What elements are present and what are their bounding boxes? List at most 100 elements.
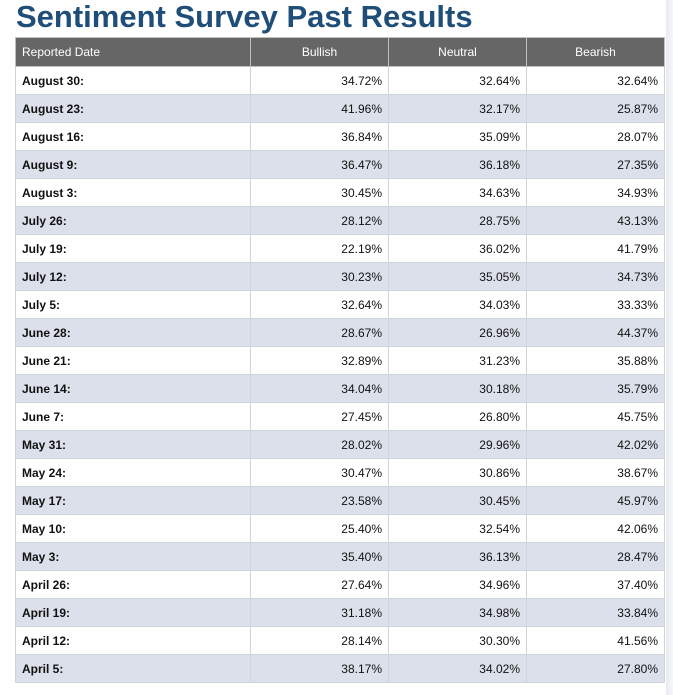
cell-bullish: 28.12%	[250, 206, 389, 235]
cell-neutral: 35.09%	[388, 122, 527, 151]
cell-bullish: 34.04%	[250, 374, 389, 403]
cell-reported-date: April 19:	[15, 598, 251, 627]
cell-bearish: 32.64%	[526, 66, 665, 95]
cell-reported-date: May 31:	[15, 430, 251, 459]
table-row: July 5: 32.64% 34.03% 33.33%	[15, 290, 665, 319]
cell-reported-date: June 7:	[15, 402, 251, 431]
page-title: Sentiment Survey Past Results	[16, 0, 473, 34]
cell-reported-date: May 17:	[15, 486, 251, 515]
cell-reported-date: April 5:	[15, 654, 251, 683]
table-row: July 26: 28.12% 28.75% 43.13%	[15, 206, 665, 235]
cell-reported-date: May 24:	[15, 458, 251, 487]
column-header-bullish: Bullish	[250, 37, 389, 67]
cell-bearish: 38.67%	[526, 458, 665, 487]
cell-bearish: 34.73%	[526, 262, 665, 291]
table-row: August 30: 34.72% 32.64% 32.64%	[15, 66, 665, 95]
cell-neutral: 36.18%	[388, 150, 527, 179]
column-header-bearish: Bearish	[526, 37, 665, 67]
cell-bullish: 31.18%	[250, 598, 389, 627]
cell-neutral: 36.02%	[388, 234, 527, 263]
table-row: June 28: 28.67% 26.96% 44.37%	[15, 318, 665, 347]
table-row: August 3: 30.45% 34.63% 34.93%	[15, 178, 665, 207]
cell-neutral: 34.03%	[388, 290, 527, 319]
cell-bearish: 37.40%	[526, 570, 665, 599]
cell-reported-date: June 21:	[15, 346, 251, 375]
cell-bearish: 43.13%	[526, 206, 665, 235]
cell-bearish: 41.56%	[526, 626, 665, 655]
cell-bullish: 27.64%	[250, 570, 389, 599]
cell-bearish: 28.47%	[526, 542, 665, 571]
cell-neutral: 26.80%	[388, 402, 527, 431]
cell-reported-date: August 30:	[15, 66, 251, 95]
cell-bullish: 25.40%	[250, 514, 389, 543]
page-edge-shadow	[666, 0, 673, 695]
cell-reported-date: August 23:	[15, 94, 251, 123]
cell-reported-date: May 10:	[15, 514, 251, 543]
cell-bearish: 41.79%	[526, 234, 665, 263]
cell-bullish: 36.47%	[250, 150, 389, 179]
cell-neutral: 30.45%	[388, 486, 527, 515]
cell-bearish: 35.88%	[526, 346, 665, 375]
cell-neutral: 34.02%	[388, 654, 527, 683]
cell-reported-date: July 12:	[15, 262, 251, 291]
cell-reported-date: April 12:	[15, 626, 251, 655]
cell-neutral: 30.18%	[388, 374, 527, 403]
cell-reported-date: July 5:	[15, 290, 251, 319]
cell-bullish: 32.89%	[250, 346, 389, 375]
cell-bearish: 27.35%	[526, 150, 665, 179]
cell-neutral: 31.23%	[388, 346, 527, 375]
table-row: August 9: 36.47% 36.18% 27.35%	[15, 150, 665, 179]
cell-neutral: 32.17%	[388, 94, 527, 123]
cell-bullish: 32.64%	[250, 290, 389, 319]
cell-bullish: 30.45%	[250, 178, 389, 207]
table-row: May 24: 30.47% 30.86% 38.67%	[15, 458, 665, 487]
table-row: April 5: 38.17% 34.02% 27.80%	[15, 654, 665, 683]
table-row: June 21: 32.89% 31.23% 35.88%	[15, 346, 665, 375]
column-header-neutral: Neutral	[388, 37, 527, 67]
cell-bullish: 22.19%	[250, 234, 389, 263]
cell-reported-date: April 26:	[15, 570, 251, 599]
table-row: May 3: 35.40% 36.13% 28.47%	[15, 542, 665, 571]
cell-neutral: 34.96%	[388, 570, 527, 599]
cell-reported-date: June 14:	[15, 374, 251, 403]
table-row: June 14: 34.04% 30.18% 35.79%	[15, 374, 665, 403]
cell-bullish: 30.23%	[250, 262, 389, 291]
table-row: July 19: 22.19% 36.02% 41.79%	[15, 234, 665, 263]
table-row: May 31: 28.02% 29.96% 42.02%	[15, 430, 665, 459]
cell-bearish: 34.93%	[526, 178, 665, 207]
cell-bearish: 45.75%	[526, 402, 665, 431]
table-row: August 23: 41.96% 32.17% 25.87%	[15, 94, 665, 123]
cell-bullish: 30.47%	[250, 458, 389, 487]
cell-bullish: 36.84%	[250, 122, 389, 151]
cell-reported-date: July 26:	[15, 206, 251, 235]
table-row: July 12: 30.23% 35.05% 34.73%	[15, 262, 665, 291]
cell-bearish: 45.97%	[526, 486, 665, 515]
cell-bullish: 38.17%	[250, 654, 389, 683]
cell-bearish: 28.07%	[526, 122, 665, 151]
cell-bullish: 23.58%	[250, 486, 389, 515]
cell-reported-date: August 9:	[15, 150, 251, 179]
cell-neutral: 30.86%	[388, 458, 527, 487]
cell-neutral: 29.96%	[388, 430, 527, 459]
cell-reported-date: August 3:	[15, 178, 251, 207]
table-row: April 19: 31.18% 34.98% 33.84%	[15, 598, 665, 627]
table-row: April 26: 27.64% 34.96% 37.40%	[15, 570, 665, 599]
cell-bearish: 35.79%	[526, 374, 665, 403]
cell-bullish: 28.14%	[250, 626, 389, 655]
cell-bearish: 44.37%	[526, 318, 665, 347]
cell-bearish: 27.80%	[526, 654, 665, 683]
cell-bullish: 28.02%	[250, 430, 389, 459]
cell-bullish: 27.45%	[250, 402, 389, 431]
cell-bullish: 35.40%	[250, 542, 389, 571]
cell-bearish: 33.84%	[526, 598, 665, 627]
cell-bearish: 25.87%	[526, 94, 665, 123]
cell-reported-date: June 28:	[15, 318, 251, 347]
cell-bullish: 28.67%	[250, 318, 389, 347]
table-row: May 17: 23.58% 30.45% 45.97%	[15, 486, 665, 515]
table-row: August 16: 36.84% 35.09% 28.07%	[15, 122, 665, 151]
cell-neutral: 34.98%	[388, 598, 527, 627]
sentiment-results-table: Reported Date Bullish Neutral Bearish Au…	[15, 37, 665, 683]
cell-neutral: 30.30%	[388, 626, 527, 655]
table-row: April 12: 28.14% 30.30% 41.56%	[15, 626, 665, 655]
cell-neutral: 36.13%	[388, 542, 527, 571]
